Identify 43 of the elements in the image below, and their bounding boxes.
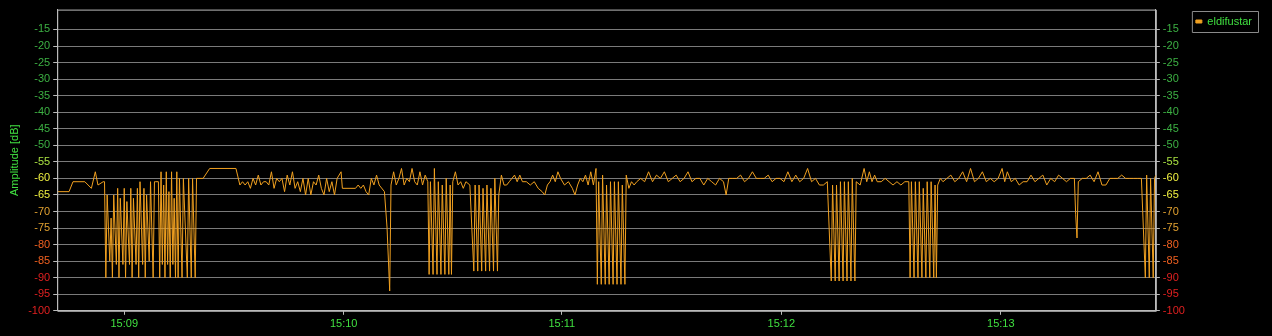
y-tick-label: -65: [34, 187, 51, 200]
y2-tick-label: -85: [1162, 254, 1179, 267]
y-tick-label: -50: [34, 138, 51, 151]
y-tick-label: -90: [34, 270, 51, 283]
x-tick-label: 15:12: [767, 317, 796, 330]
y-tick-label: -95: [34, 287, 51, 300]
y2-tick-label: -30: [1162, 72, 1179, 85]
y2-tick-label: -40: [1162, 105, 1179, 118]
legend-label: eldifustar: [1207, 14, 1253, 27]
x-tick-label: 15:11: [548, 317, 576, 330]
y2-tick-label: -80: [1162, 237, 1179, 250]
y-tick-label: -15: [34, 22, 51, 35]
y-axis-title: Amplitude [dB]: [7, 124, 20, 196]
y-tick-label: -100: [28, 303, 51, 316]
y2-tick-label: -55: [1162, 154, 1179, 167]
y2-tick-label: -25: [1162, 55, 1179, 68]
y2-tick-label: -50: [1162, 138, 1179, 151]
y-tick-label: -45: [34, 121, 51, 134]
y-tick-label: -25: [34, 55, 51, 68]
y-tick-label: -70: [34, 204, 51, 217]
y2-tick-label: -60: [1162, 171, 1179, 184]
y-tick-label: -80: [34, 237, 51, 250]
y-tick-label: -85: [34, 254, 51, 267]
y2-tick-label: -75: [1162, 221, 1179, 234]
y2-tick-label: -90: [1162, 270, 1179, 283]
y2-tick-label: -95: [1162, 287, 1179, 300]
x-tick-label: 15:13: [987, 317, 1015, 330]
y2-tick-label: -35: [1162, 88, 1179, 101]
y-tick-label: -55: [34, 154, 51, 167]
y-tick-label: -35: [34, 88, 51, 101]
y-tick-label: -30: [34, 72, 51, 85]
y2-tick-label: -100: [1162, 303, 1185, 316]
y2-tick-label: -20: [1162, 39, 1179, 52]
x-tick-label: 15:09: [110, 317, 138, 330]
y-tick-label: -20: [34, 39, 51, 52]
x-tick-label: 15:10: [329, 317, 358, 330]
y-tick-label: -60: [34, 171, 51, 184]
y2-tick-label: -15: [1162, 22, 1179, 35]
y-tick-label: -40: [34, 105, 51, 118]
y-tick-label: -75: [34, 221, 51, 234]
y2-tick-label: -45: [1162, 121, 1179, 134]
y2-tick-label: -70: [1162, 204, 1179, 217]
y2-tick-label: -65: [1162, 187, 1179, 200]
